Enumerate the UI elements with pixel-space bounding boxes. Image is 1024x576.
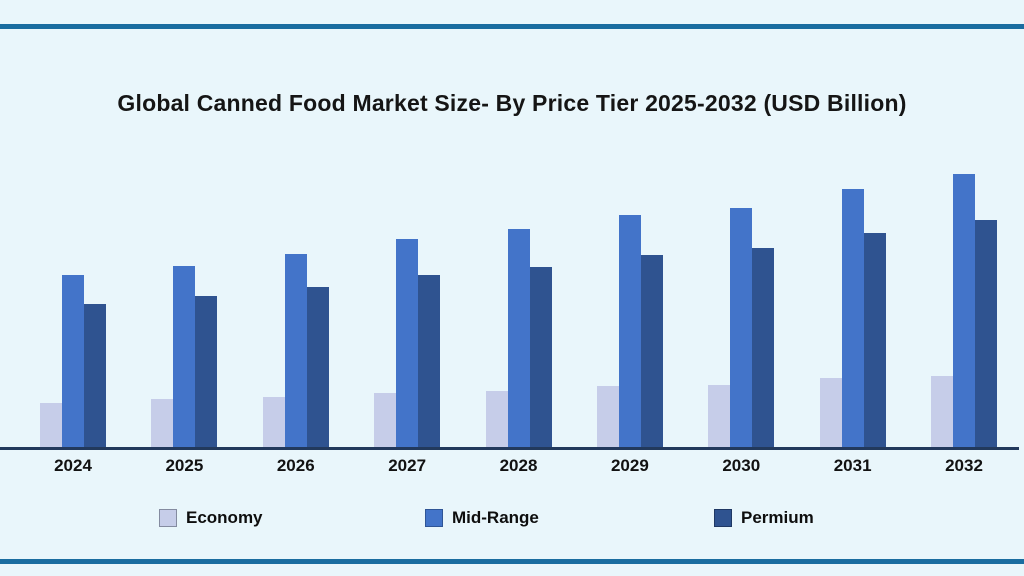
bar-mid-range-2027 <box>396 239 419 448</box>
bar-permium-2031 <box>863 233 886 448</box>
top-divider-line <box>0 24 1024 29</box>
legend: Economy Mid-Range Permium <box>0 508 1024 532</box>
x-label-2032: 2032 <box>945 456 983 475</box>
legend-item-permium: Permium <box>714 508 814 528</box>
bar-economy-2029 <box>596 386 619 448</box>
legend-label-mid-range: Mid-Range <box>452 508 539 527</box>
bar-mid-range-2032 <box>953 174 975 448</box>
bar-mid-range-2030 <box>730 208 753 448</box>
bar-economy-2027 <box>374 393 397 448</box>
x-label-2029: 2029 <box>610 456 649 475</box>
bar-economy-2028 <box>485 391 508 448</box>
bar-mid-range-2028 <box>507 229 530 448</box>
legend-item-economy: Economy <box>159 508 263 528</box>
legend-swatch-mid-range <box>425 509 443 527</box>
legend-swatch-permium <box>714 509 732 527</box>
bar-group-2028 <box>485 158 552 448</box>
x-axis-line <box>0 447 1019 450</box>
legend-label-economy: Economy <box>186 508 263 527</box>
bar-group-2026 <box>262 158 329 448</box>
x-axis-labels: 2024 2025 2026 2027 2028 2029 2030 2031 2032 <box>40 456 997 476</box>
bar-permium-2024 <box>84 304 106 448</box>
x-label-2031: 2031 <box>833 456 872 475</box>
x-label-2026: 2026 <box>276 456 315 475</box>
bar-group-2024 <box>40 158 106 448</box>
bar-economy-2031 <box>819 378 842 448</box>
bar-group-2027 <box>374 158 441 448</box>
x-label-2027: 2027 <box>388 456 427 475</box>
bar-mid-range-2025 <box>173 266 196 448</box>
bar-group-2031 <box>819 158 886 448</box>
bottom-divider-line <box>0 559 1024 564</box>
plot-area <box>40 158 997 448</box>
bar-mid-range-2026 <box>284 254 307 448</box>
x-label-2030: 2030 <box>722 456 761 475</box>
bar-permium-2032 <box>975 220 997 448</box>
bar-mid-range-2031 <box>841 189 864 448</box>
bar-group-2030 <box>708 158 775 448</box>
bar-permium-2026 <box>306 287 329 448</box>
bar-permium-2029 <box>640 255 663 448</box>
bar-group-2025 <box>151 158 218 448</box>
x-label-2025: 2025 <box>165 456 204 475</box>
bar-permium-2025 <box>195 296 218 448</box>
legend-item-mid-range: Mid-Range <box>425 508 539 528</box>
bar-economy-2030 <box>708 385 731 448</box>
legend-label-permium: Permium <box>741 508 814 527</box>
bar-group-2029 <box>596 158 663 448</box>
bar-permium-2028 <box>529 267 552 448</box>
legend-swatch-economy <box>159 509 177 527</box>
bar-permium-2027 <box>418 275 441 448</box>
x-label-2028: 2028 <box>499 456 538 475</box>
bar-economy-2026 <box>262 397 285 448</box>
bar-economy-2025 <box>151 399 174 448</box>
bar-group-2032 <box>931 158 997 448</box>
bar-economy-2032 <box>931 376 953 448</box>
chart-title: Global Canned Food Market Size- By Price… <box>117 90 907 116</box>
x-label-2024: 2024 <box>54 456 92 475</box>
bar-mid-range-2024 <box>62 275 84 448</box>
bar-permium-2030 <box>752 248 775 448</box>
bar-economy-2024 <box>40 403 62 448</box>
bar-mid-range-2029 <box>618 215 641 448</box>
